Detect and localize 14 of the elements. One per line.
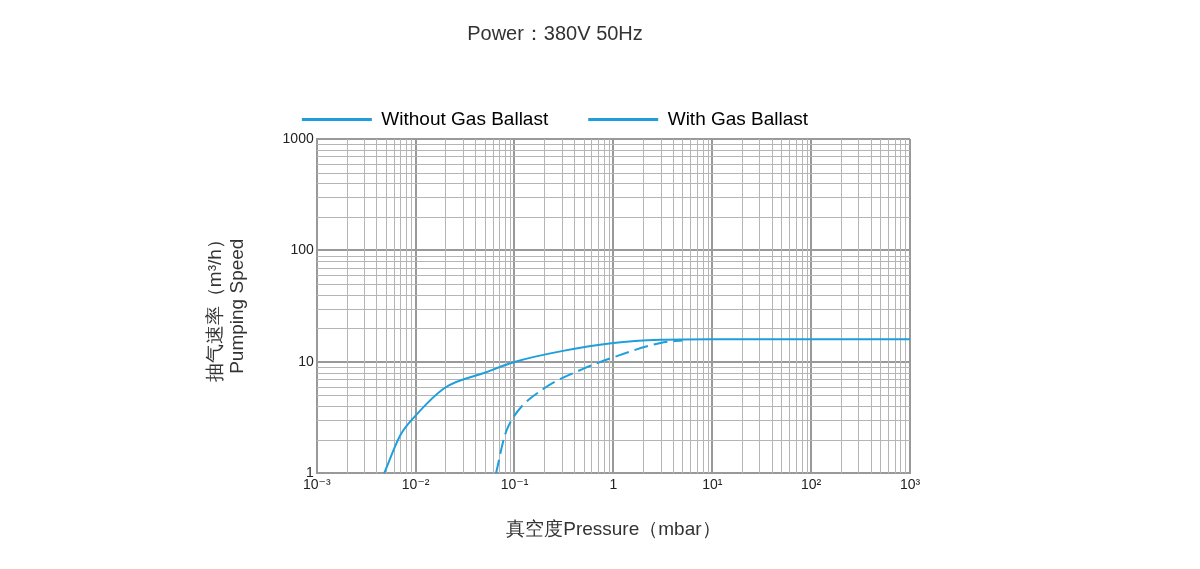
x-tick-label: 10⁻² [401,475,430,492]
x-tick-label: 10⁻¹ [500,475,529,492]
y-tick-label: 1000 [282,129,314,146]
y-tick-label: 10 [298,352,314,369]
y-tick-label: 100 [290,241,314,258]
legend-label: Without Gas Ballast [381,107,549,129]
x-tick-label: 1 [609,475,618,492]
y-axis-title: 抽气速率（m³/h） Pumping Speed [203,230,248,383]
x-tick-label: 10¹ [702,475,723,492]
x-axis-title: 真空度Pressure（mbar） [506,517,721,539]
legend-label: With Gas Ballast [667,107,809,129]
chart-title: Power：380V 50Hz [467,21,643,44]
x-tick-label: 10² [801,475,822,492]
x-tick-label: 10³ [899,475,921,492]
